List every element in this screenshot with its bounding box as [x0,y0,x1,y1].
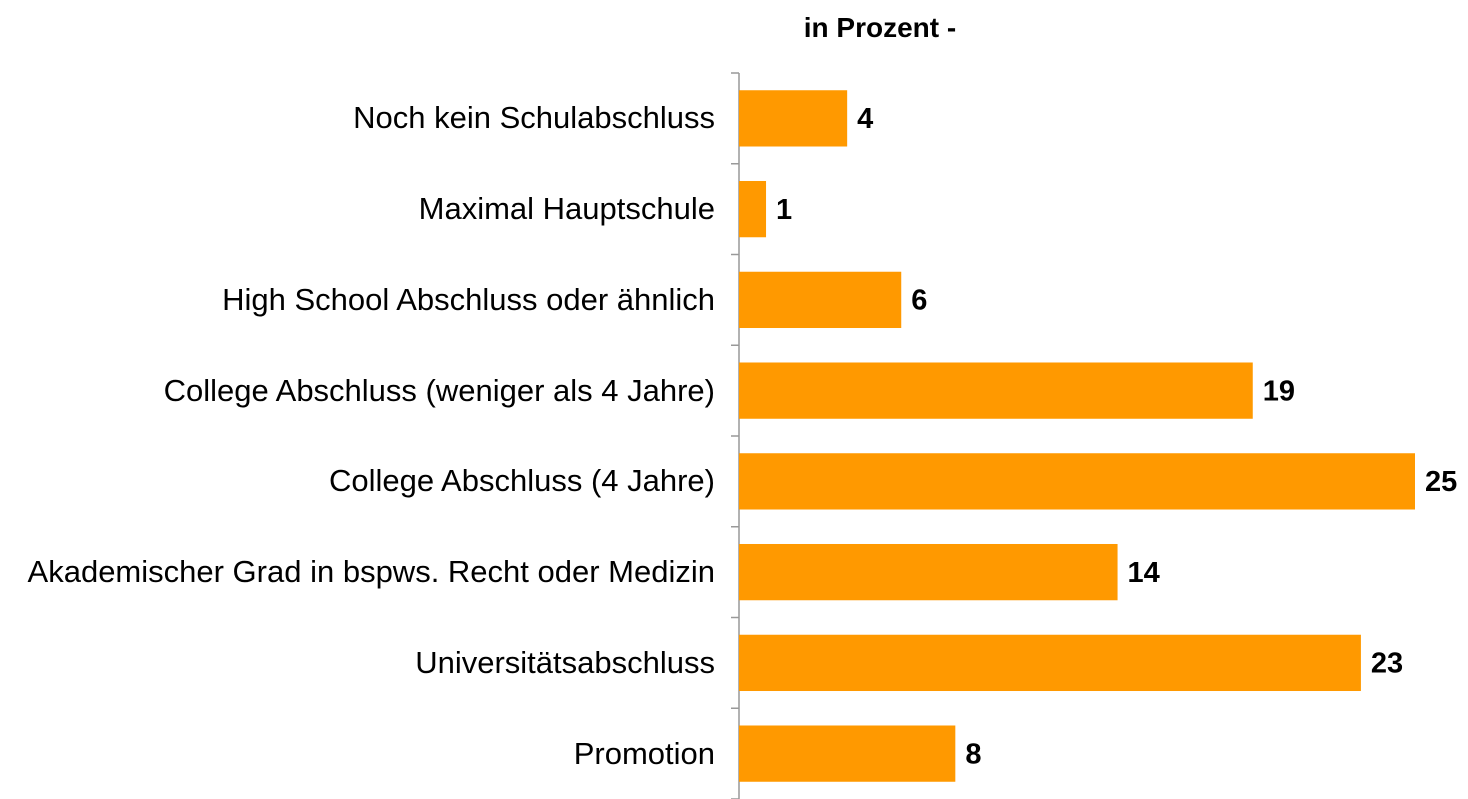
category-label: Noch kein Schulabschluss [353,100,715,136]
category-label: Universitätsabschluss [415,644,715,680]
bar [739,543,1118,601]
value-label: 1 [776,194,792,226]
chart-title: in Prozent - [803,12,957,43]
value-label: 6 [911,285,927,317]
bar [739,180,767,238]
value-label: 4 [857,103,873,135]
bar [739,453,1415,510]
bar [739,362,1253,419]
bar [739,725,956,782]
category-label: Akademischer Grad in bspws. Recht oder M… [27,554,715,590]
bar [739,90,848,147]
category-label: College Abschluss (weniger als 4 Jahre) [163,372,715,408]
category-label: College Abschluss (4 Jahre) [329,463,715,499]
category-label: High School Abschluss oder ähnlich [222,281,715,317]
value-label: 25 [1425,466,1457,498]
category-label: Promotion [573,735,715,771]
bar [739,634,1361,692]
value-label: 14 [1128,557,1160,589]
value-label: 8 [965,738,981,770]
category-label: Maximal Hauptschule [418,191,715,227]
bar [739,271,902,329]
value-label: 23 [1371,648,1403,680]
value-label: 19 [1263,375,1295,407]
